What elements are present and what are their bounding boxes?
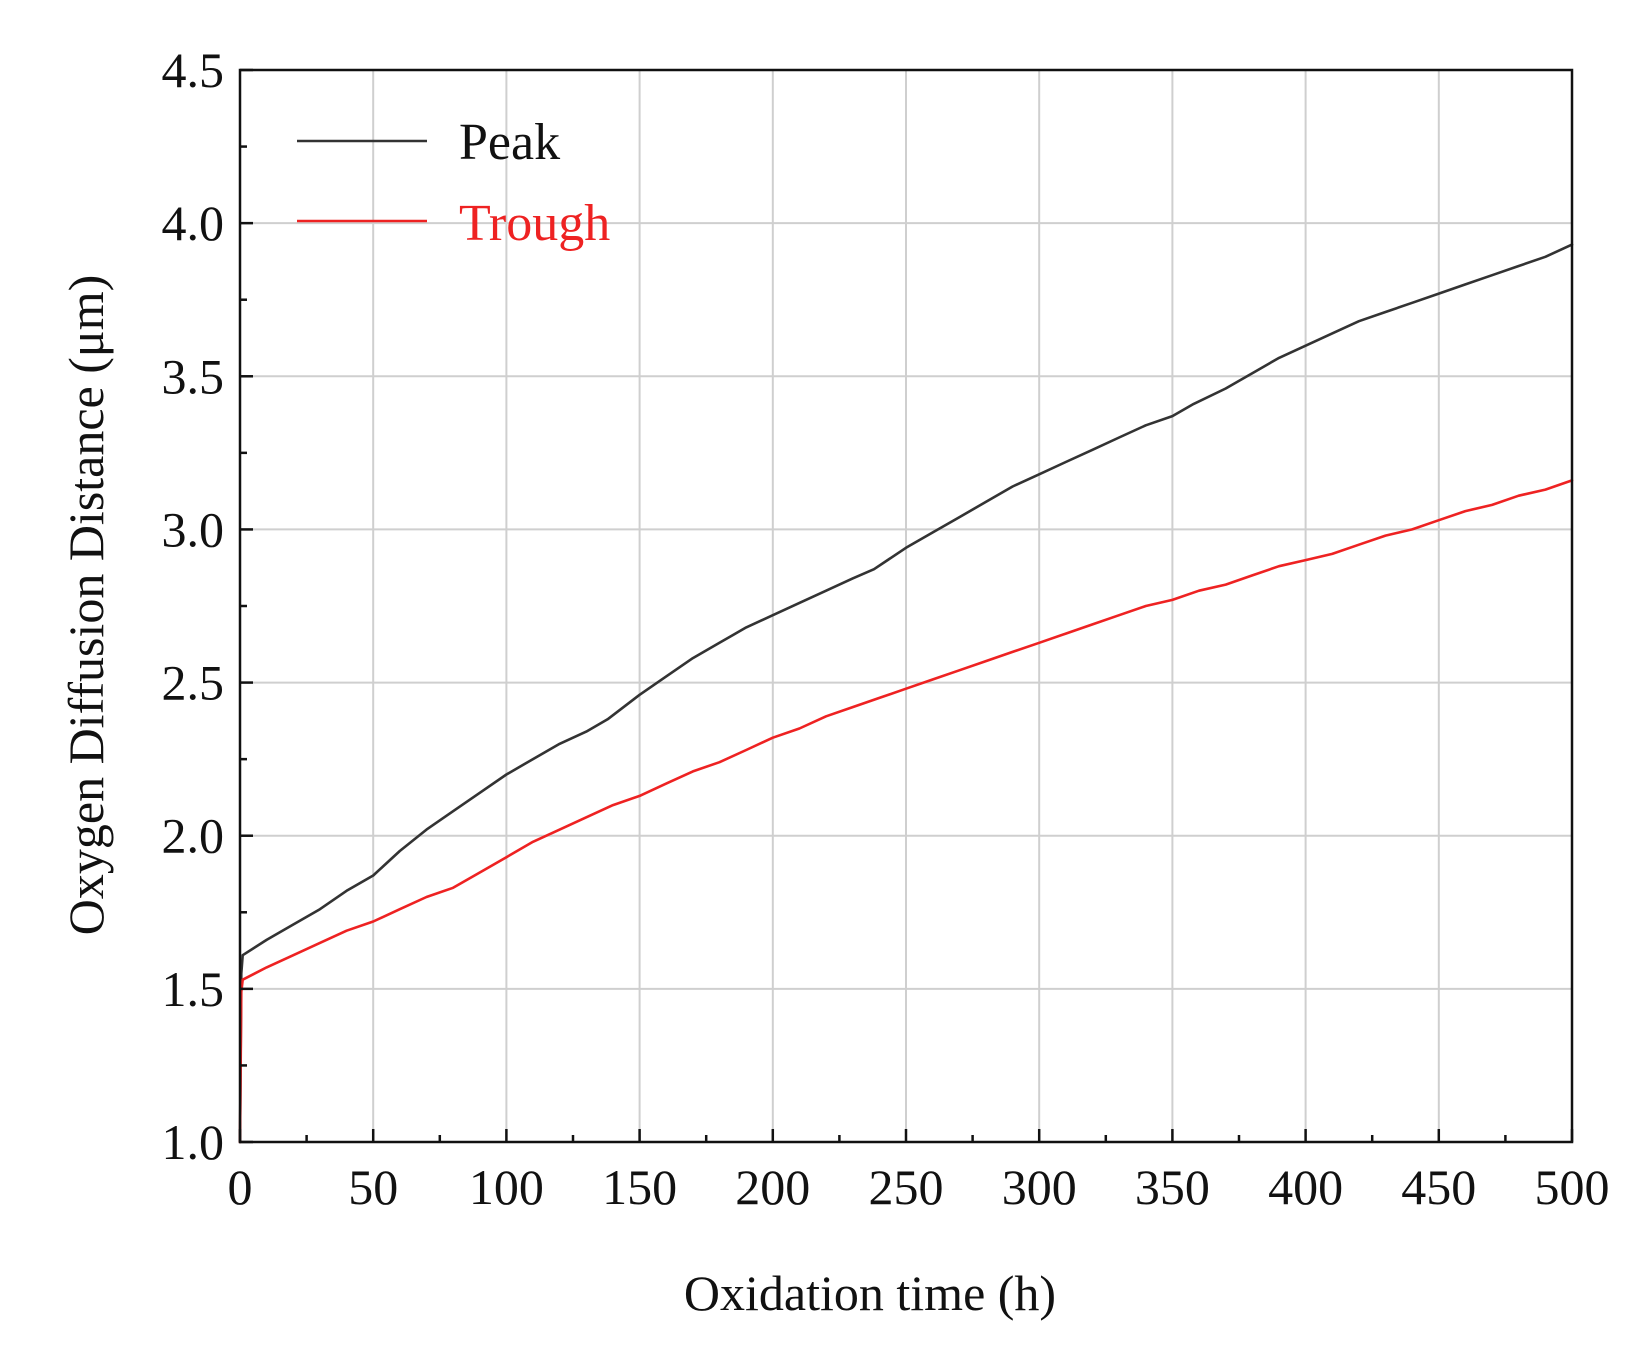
y-tick-label: 3.0 — [162, 501, 225, 557]
legend-label-peak: Peak — [459, 114, 560, 171]
y-tick-label: 4.5 — [162, 42, 225, 98]
y-axis-title: Oxygen Diffusion Distance (μm) — [58, 275, 114, 935]
legend-label-trough: Trough — [459, 195, 610, 252]
y-tick-label: 1.5 — [162, 961, 225, 1017]
y-tick-label: 2.0 — [162, 808, 225, 864]
y-tick-label: 2.5 — [162, 655, 225, 711]
x-axis-title: Oxidation time (h) — [684, 1265, 1056, 1321]
x-tick-label: 0 — [228, 1159, 253, 1215]
series-layer — [238, 243, 1574, 1144]
x-tick-label: 350 — [1135, 1159, 1210, 1215]
x-tick-label: 450 — [1401, 1159, 1476, 1215]
grid — [240, 70, 1572, 1142]
legend: Peak Trough — [297, 114, 610, 252]
y-tick-label: 1.0 — [162, 1114, 225, 1170]
x-tick-label: 200 — [735, 1159, 810, 1215]
y-tick-label: 4.0 — [162, 195, 225, 251]
x-tick-label: 100 — [469, 1159, 544, 1215]
x-tick-label: 50 — [348, 1159, 398, 1215]
series-line-peak — [238, 243, 1574, 1144]
y-tick-label: 3.5 — [162, 348, 225, 404]
x-tick-label: 250 — [869, 1159, 944, 1215]
x-tick-label: 300 — [1002, 1159, 1077, 1215]
ticks — [238, 68, 1574, 1144]
series-line-trough — [238, 479, 1574, 1144]
x-tick-label: 150 — [602, 1159, 677, 1215]
x-tick-label: 500 — [1535, 1159, 1610, 1215]
x-tick-labels: 0 50 100 150 200 250 300 350 400 450 500 — [228, 1159, 1610, 1215]
x-tick-label: 400 — [1268, 1159, 1343, 1215]
y-tick-labels: 1.0 1.5 2.0 2.5 3.0 3.5 4.0 4.5 — [162, 42, 225, 1170]
